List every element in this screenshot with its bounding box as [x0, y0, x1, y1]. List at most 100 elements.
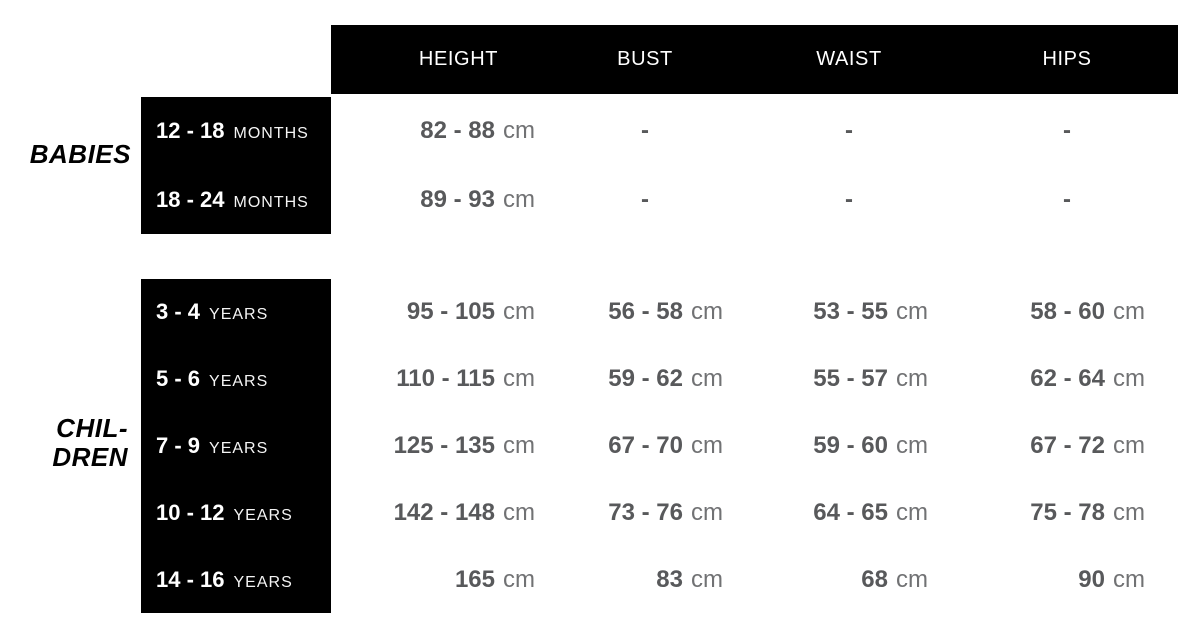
group-label-babies: BABIES: [29, 139, 131, 169]
children-group: 3 - 4 YEARS 5 - 6 YEARS 7 - 9 YEARS 10 -…: [141, 279, 1178, 613]
age-row: 5 - 6 YEARS: [141, 366, 331, 392]
age-row: 7 - 9 YEARS: [141, 433, 331, 459]
measurement-unit: cm: [691, 365, 723, 393]
measurement-value: 73 - 76: [608, 498, 683, 526]
dash: -: [641, 117, 649, 145]
measurement-value: 165: [454, 565, 495, 593]
header-cell-hips: HIPS: [1042, 48, 1092, 70]
measurement-value: 59 - 60: [813, 431, 888, 459]
measurement-cell-empty: -: [742, 117, 956, 145]
measurement-cell-empty: -: [742, 186, 956, 214]
age-unit-label: YEARS: [209, 306, 269, 324]
measurement-cell: 95 - 105 cm: [331, 298, 548, 326]
measurement-value: 83: [656, 565, 683, 593]
measurement-cell: 55 - 57 cm: [742, 365, 956, 393]
measurement-value: 59 - 62: [608, 365, 683, 393]
measurement-unit: cm: [691, 498, 723, 526]
measurement-unit: cm: [691, 565, 723, 593]
measurement-cell: 56 - 58 cm: [548, 298, 742, 326]
measurement-cell: 59 - 62 cm: [548, 365, 742, 393]
measurement-cell-empty: -: [548, 117, 742, 145]
measurement-cell: 82 - 88 cm: [331, 117, 548, 145]
measurement-value: 89 - 93: [420, 185, 495, 213]
measurement-cell: 165 cm: [331, 566, 548, 594]
age-range: 5 - 6: [156, 366, 201, 392]
measurement-cell-empty: -: [956, 117, 1178, 145]
age-unit-label: MONTHS: [233, 193, 309, 211]
measurement-cell: 73 - 76 cm: [548, 499, 742, 527]
dash: -: [845, 185, 853, 213]
age-range: 3 - 4: [156, 299, 201, 325]
measurement-value: 82 - 88: [420, 117, 495, 145]
measurement-unit: cm: [1113, 298, 1145, 326]
age-range: 10 - 12: [156, 499, 225, 525]
measurement-cell: 142 - 148 cm: [331, 499, 548, 527]
measurement-value: 62 - 64: [1030, 365, 1105, 393]
measurement-unit: cm: [503, 298, 535, 326]
age-unit-label: YEARS: [233, 506, 293, 524]
age-range: 12 - 18: [156, 118, 225, 144]
dash: -: [641, 185, 649, 213]
measurement-cell-empty: -: [548, 186, 742, 214]
age-row: 10 - 12 YEARS: [141, 500, 331, 526]
measurement-value: 90: [1078, 565, 1105, 593]
measurement-cell: 68 cm: [742, 566, 956, 594]
measurement-value: 67 - 70: [608, 431, 683, 459]
measurement-unit: cm: [1113, 565, 1145, 593]
age-range: 7 - 9: [156, 432, 201, 458]
group-label-children-line1: CHIL-: [56, 413, 128, 443]
measurement-unit: cm: [896, 498, 928, 526]
measurement-cell: 110 - 115 cm: [331, 365, 548, 393]
measurement-cell: 83 cm: [548, 566, 742, 594]
measurement-cell: 58 - 60 cm: [956, 298, 1178, 326]
measurement-unit: cm: [896, 365, 928, 393]
measurement-unit: cm: [503, 117, 535, 145]
measurement-value: 95 - 105: [406, 298, 495, 326]
measurement-cell: 90 cm: [956, 566, 1178, 594]
babies-age-column: 12 - 18 MONTHS 18 - 24 MONTHS: [141, 97, 331, 234]
age-row: 14 - 16 YEARS: [141, 567, 331, 593]
header-cell-bust: BUST: [617, 48, 673, 70]
measurement-unit: cm: [503, 185, 535, 213]
measurement-unit: cm: [503, 498, 535, 526]
header-cell-height: HEIGHT: [418, 48, 499, 70]
header-cell-waist: WAIST: [816, 48, 882, 70]
measurement-unit: cm: [896, 431, 928, 459]
age-unit-label: YEARS: [233, 573, 293, 591]
measurement-cell: 67 - 70 cm: [548, 432, 742, 460]
measurement-value: 142 - 148: [393, 498, 495, 526]
measurement-value: 55 - 57: [813, 365, 888, 393]
dash: -: [845, 117, 853, 145]
measurement-unit: cm: [896, 298, 928, 326]
children-age-column: 3 - 4 YEARS 5 - 6 YEARS 7 - 9 YEARS 10 -…: [141, 279, 331, 613]
babies-values: 82 - 88 cm - - - 89 - 93 cm -: [331, 97, 1178, 234]
group-label-children: CHIL- DREN: [0, 414, 128, 472]
babies-group: 12 - 18 MONTHS 18 - 24 MONTHS 82 - 88 cm…: [141, 97, 1178, 234]
measurement-cell: 89 - 93 cm: [331, 186, 548, 214]
measurement-unit: cm: [1113, 431, 1145, 459]
measurement-unit: cm: [691, 431, 723, 459]
age-unit-label: YEARS: [209, 439, 269, 457]
measurement-cell: 75 - 78 cm: [956, 499, 1178, 527]
measurement-value: 56 - 58: [608, 298, 683, 326]
measurement-unit: cm: [503, 431, 535, 459]
age-row: 18 - 24 MONTHS: [141, 187, 331, 213]
measurement-value: 64 - 65: [813, 498, 888, 526]
measurement-unit: cm: [896, 565, 928, 593]
dash: -: [1063, 117, 1071, 145]
measurement-cell: 125 - 135 cm: [331, 432, 548, 460]
group-label-children-line2: DREN: [52, 442, 128, 472]
age-range: 18 - 24: [156, 186, 225, 212]
age-row: 3 - 4 YEARS: [141, 299, 331, 325]
measurement-unit: cm: [503, 365, 535, 393]
measurement-cell: 67 - 72 cm: [956, 432, 1178, 460]
dash: -: [1063, 185, 1071, 213]
measurement-cell: 59 - 60 cm: [742, 432, 956, 460]
age-range: 14 - 16: [156, 566, 225, 592]
measurement-unit: cm: [1113, 365, 1145, 393]
children-values: 95 - 105 cm 56 - 58 cm 53 - 55 cm 58 - 6…: [331, 279, 1178, 613]
age-row: 12 - 18 MONTHS: [141, 118, 331, 144]
measurement-unit: cm: [503, 565, 535, 593]
measurement-value: 58 - 60: [1030, 298, 1105, 326]
